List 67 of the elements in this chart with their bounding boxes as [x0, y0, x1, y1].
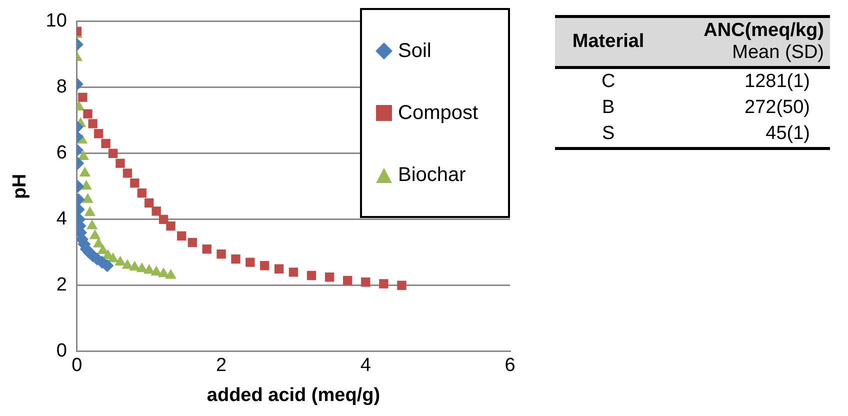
x-axis-title: added acid (meq/g) [206, 384, 380, 406]
y-tick-label: 10 [46, 10, 67, 32]
category-label: C [600, 70, 616, 94]
point [152, 206, 161, 216]
point [231, 254, 240, 264]
point [108, 148, 118, 158]
text: 1281(1) [744, 71, 810, 92]
point [78, 150, 90, 160]
text: ANC(meq/kg) [704, 20, 824, 41]
legend-label: Compost [398, 102, 478, 124]
point [202, 244, 212, 254]
point [246, 258, 255, 267]
point [101, 138, 110, 148]
point [129, 260, 140, 270]
point [143, 264, 155, 274]
point [343, 276, 352, 286]
point [78, 92, 88, 102]
point [122, 168, 132, 178]
point [94, 129, 104, 138]
x-tick-label: 0 [72, 355, 82, 376]
legend-label: Soil [398, 40, 432, 62]
point [84, 206, 96, 216]
point [165, 269, 176, 279]
point [137, 188, 146, 198]
point [288, 268, 298, 277]
point [324, 272, 334, 282]
point [188, 238, 198, 248]
x-tick-label: 6 [504, 355, 516, 376]
category-label: S [600, 122, 616, 146]
point [88, 119, 98, 128]
point [107, 252, 119, 262]
point [361, 278, 370, 287]
y-axis-title: pH [10, 174, 31, 200]
point [379, 279, 388, 288]
point [130, 178, 140, 188]
point [216, 249, 226, 259]
point [116, 158, 125, 168]
y-tick-label: 0 [56, 340, 67, 362]
text: 272(50) [744, 97, 810, 118]
x-tick-label: 2 [216, 355, 227, 376]
point [166, 221, 176, 231]
category-label: B [600, 96, 616, 120]
y-tick-label: 8 [56, 76, 67, 98]
point [114, 256, 126, 266]
text: 45(1) [766, 123, 810, 144]
point [92, 238, 104, 248]
point [274, 264, 284, 274]
point [306, 270, 316, 280]
point [150, 266, 162, 276]
legend-label: Biochar [398, 164, 466, 186]
point [397, 280, 406, 290]
point [79, 166, 91, 176]
point [89, 229, 101, 240]
point [144, 198, 154, 208]
y-tick-label: 2 [56, 274, 67, 296]
x-tick-label: 4 [360, 355, 372, 376]
point [158, 214, 168, 224]
point [82, 193, 94, 203]
point [86, 220, 98, 230]
y-tick-label: 6 [56, 142, 67, 164]
text: Material [572, 31, 644, 52]
point [260, 261, 270, 270]
point [176, 231, 186, 240]
y-tick-label: 4 [56, 208, 68, 230]
point [158, 267, 170, 278]
text: Mean (SD) [732, 42, 824, 63]
point [83, 109, 92, 118]
